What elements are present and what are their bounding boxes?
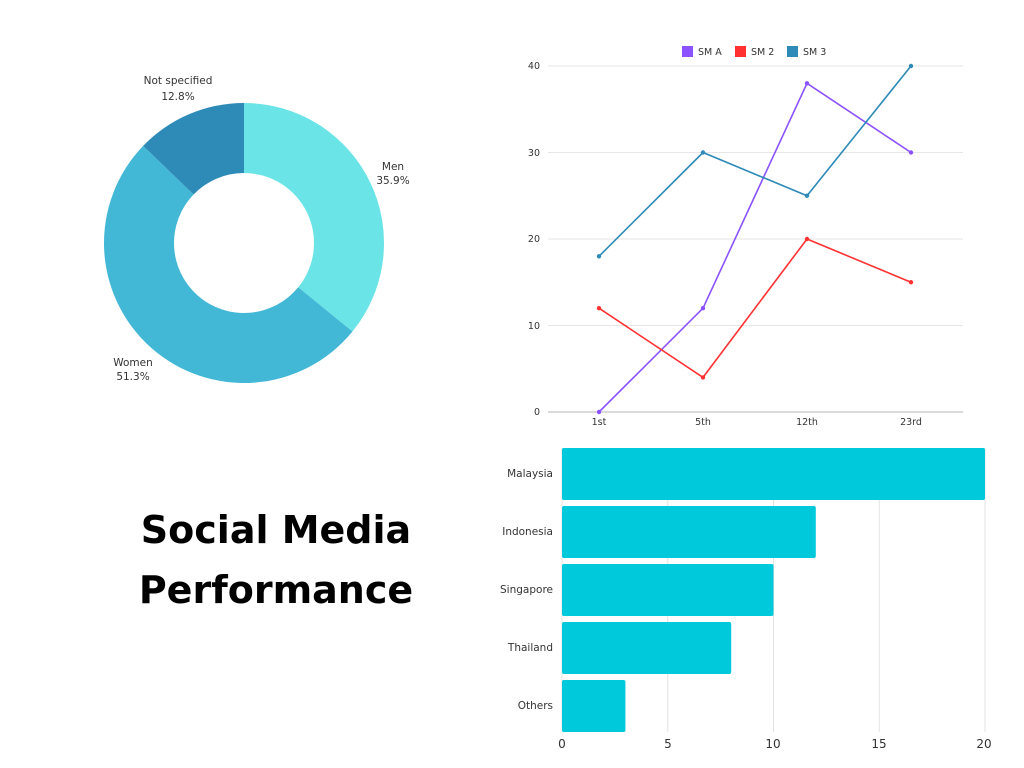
data-point-sm-2 (908, 280, 914, 285)
y-tick-label: 0 (534, 407, 540, 418)
x-tick-label: 20 (976, 737, 991, 751)
bar-malaysia (562, 448, 985, 500)
line-chart-legend: SM A SM 2 SM 3 (682, 46, 826, 58)
data-point-sm-3 (908, 63, 914, 69)
data-point-sm-3 (596, 254, 602, 259)
bar-singapore (562, 564, 774, 616)
series-line-sm-3 (598, 65, 912, 257)
donut-value-men: 35.9% (376, 175, 409, 187)
x-tick-label: 23rd (900, 417, 922, 428)
donut-label-women: Women (113, 357, 153, 369)
bar-chart-bars (562, 448, 985, 732)
bar-category-label: Others (518, 700, 553, 712)
data-point-sm-a (908, 150, 914, 155)
page-title-line-2: Performance (138, 568, 414, 612)
bar-category-label: Singapore (500, 584, 553, 596)
line-chart-x-axis: 1st 5th 12th 23rd (592, 417, 922, 428)
bar-category-label: Malaysia (507, 468, 553, 480)
x-tick-label: 12th (796, 417, 818, 428)
donut-label-not-specified: Not specified (144, 75, 213, 87)
data-point-sm-a (596, 409, 602, 415)
page-title: Social Media Performance (100, 500, 452, 620)
legend-label-sm-3: SM 3 (803, 47, 826, 58)
line-chart-y-axis: 0 10 20 30 40 (528, 61, 540, 418)
data-point-sm-a (804, 81, 810, 86)
data-point-sm-3 (700, 150, 706, 155)
donut-value-not-specified: 12.8% (161, 91, 194, 103)
donut-slice-women (104, 145, 353, 383)
x-tick-label: 5th (695, 417, 711, 428)
bar-category-label: Thailand (507, 642, 553, 654)
data-point-sm-a (700, 306, 706, 311)
bar-indonesia (562, 506, 816, 558)
y-tick-label: 20 (528, 234, 540, 245)
bar-thailand (562, 622, 732, 674)
donut-slice-not-specified (143, 103, 244, 195)
donut-label-men: Men (382, 161, 404, 173)
donut-slice-men (244, 103, 384, 332)
donut-value-women: 51.3% (116, 371, 149, 383)
bar-chart-y-axis: Malaysia Indonesia Singapore Thailand Ot… (500, 468, 553, 712)
legend-swatch-sm-a (682, 46, 693, 57)
legend-label-sm-2: SM 2 (751, 47, 774, 58)
data-point-sm-2 (700, 375, 706, 380)
y-tick-label: 10 (528, 321, 540, 332)
legend-label-sm-a: SM A (698, 47, 722, 58)
bar-chart-x-axis: 0 5 10 15 20 (558, 737, 991, 751)
line-chart-grid (548, 65, 963, 413)
series-line-sm-a (598, 82, 912, 413)
data-point-sm-3 (804, 193, 810, 198)
data-point-sm-2 (596, 306, 602, 311)
data-point-sm-2 (804, 236, 810, 242)
legend-swatch-sm-3 (787, 46, 798, 57)
page-title-line-1: Social Media (140, 508, 412, 552)
x-tick-label: 15 (871, 737, 886, 751)
bar-others (562, 680, 626, 732)
bar-category-label: Indonesia (502, 526, 553, 538)
x-tick-label: 0 (558, 737, 566, 751)
line-chart-series (596, 63, 914, 415)
y-tick-label: 30 (528, 148, 540, 159)
donut-chart (104, 103, 384, 383)
x-tick-label: 1st (592, 417, 607, 428)
x-tick-label: 5 (664, 737, 672, 751)
x-tick-label: 10 (765, 737, 780, 751)
y-tick-label: 40 (528, 61, 540, 72)
legend-swatch-sm-2 (735, 46, 746, 57)
series-line-sm-2 (598, 238, 912, 379)
